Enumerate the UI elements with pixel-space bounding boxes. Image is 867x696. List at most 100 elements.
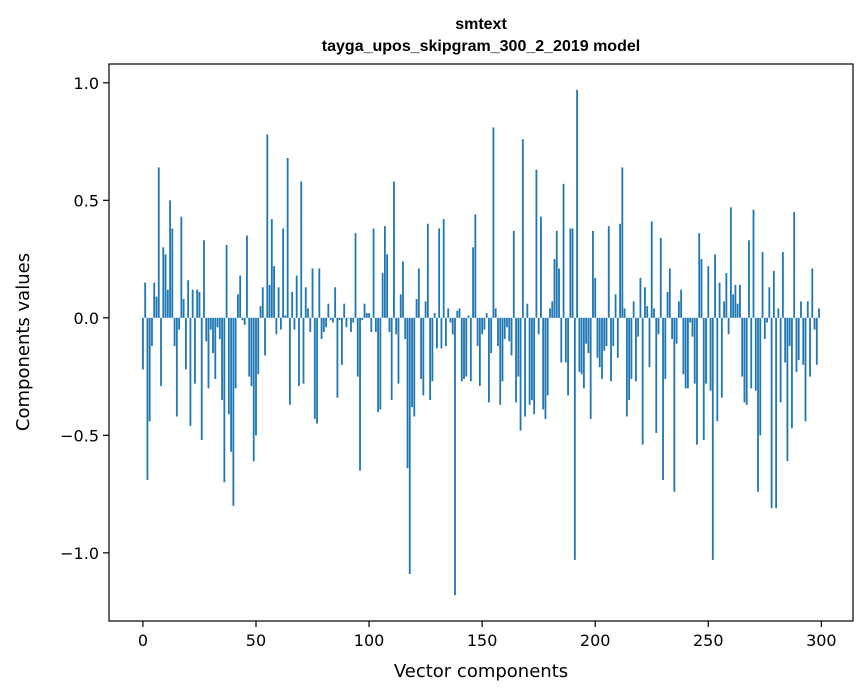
bar-196 xyxy=(585,317,588,344)
bar-69 xyxy=(298,317,300,386)
bar-284 xyxy=(784,317,787,363)
bar-131 xyxy=(438,228,441,318)
bar-175 xyxy=(537,317,540,335)
bar-140 xyxy=(458,308,461,318)
bar-29 xyxy=(207,317,210,389)
bar-164 xyxy=(512,230,515,318)
bar-5 xyxy=(153,282,156,318)
bar-161 xyxy=(506,317,508,328)
bar-189 xyxy=(569,228,572,318)
bar-285 xyxy=(786,317,789,462)
bar-36 xyxy=(223,317,226,483)
bar-100 xyxy=(368,313,370,318)
bar-265 xyxy=(741,317,744,377)
bar-198 xyxy=(589,317,592,419)
bar-181 xyxy=(551,301,554,318)
bar-0 xyxy=(142,317,144,370)
bar-298 xyxy=(815,317,818,365)
bar-277 xyxy=(768,287,771,318)
bar-197 xyxy=(587,317,590,354)
bar-43 xyxy=(239,275,242,318)
bar-129 xyxy=(433,313,436,318)
bar-221 xyxy=(641,317,644,445)
bar-12 xyxy=(169,200,171,318)
bar-66 xyxy=(291,291,294,318)
x-tick-label: 250 xyxy=(693,631,724,650)
bar-101 xyxy=(370,317,373,332)
bar-38 xyxy=(227,317,230,415)
bar-287 xyxy=(791,317,793,429)
bar-244 xyxy=(693,317,696,384)
bar-92 xyxy=(350,317,352,332)
bar-235 xyxy=(673,317,676,492)
bar-68 xyxy=(295,275,298,318)
bar-115 xyxy=(402,261,404,318)
bar-229 xyxy=(659,237,662,318)
bar-228 xyxy=(657,317,660,335)
bar-256 xyxy=(720,317,723,398)
bar-54 xyxy=(264,317,266,356)
bar-267 xyxy=(745,317,748,405)
bar-133 xyxy=(442,219,445,318)
bar-170 xyxy=(526,303,529,318)
bar-13 xyxy=(171,228,174,318)
bar-195 xyxy=(582,317,585,389)
chart-title-line-1: smtext xyxy=(455,16,507,33)
bar-90 xyxy=(345,317,348,328)
bar-138 xyxy=(454,317,456,596)
bar-20 xyxy=(187,280,190,318)
bar-227 xyxy=(655,317,658,433)
bar-253 xyxy=(714,254,716,318)
bar-55 xyxy=(266,134,269,318)
bar-23 xyxy=(194,317,196,384)
bar-112 xyxy=(395,317,398,335)
bar-40 xyxy=(232,317,235,506)
bar-232 xyxy=(666,291,669,318)
bar-237 xyxy=(677,301,680,318)
bar-214 xyxy=(625,317,628,417)
bar-186 xyxy=(562,183,565,318)
bar-2 xyxy=(146,317,149,480)
bar-201 xyxy=(596,317,599,358)
bar-194 xyxy=(580,317,583,375)
bar-27 xyxy=(203,240,205,318)
bar-76 xyxy=(313,317,316,419)
bar-96 xyxy=(359,317,361,471)
bar-257 xyxy=(723,301,726,318)
bar-37 xyxy=(225,244,228,318)
bar-171 xyxy=(528,317,531,405)
bar-260 xyxy=(729,207,732,318)
bar-154 xyxy=(490,317,493,354)
bar-141 xyxy=(460,317,463,382)
bar-139 xyxy=(456,310,459,318)
bar-143 xyxy=(465,317,468,377)
bar-245 xyxy=(696,317,698,445)
bar-114 xyxy=(399,294,402,318)
x-tick-label: 150 xyxy=(467,631,498,650)
bar-46 xyxy=(246,235,248,318)
bar-159 xyxy=(501,317,504,382)
bar-30 xyxy=(209,317,212,330)
bar-22 xyxy=(191,289,194,318)
bar-81 xyxy=(325,317,327,328)
bar-134 xyxy=(445,317,447,347)
bar-31 xyxy=(212,317,214,354)
bar-263 xyxy=(736,303,739,318)
bar-193 xyxy=(578,317,581,372)
bar-6 xyxy=(155,296,158,318)
bar-157 xyxy=(497,317,499,347)
bar-108 xyxy=(386,254,389,318)
bar-249 xyxy=(705,317,707,384)
bar-52 xyxy=(259,306,262,318)
bar-179 xyxy=(546,317,549,396)
bar-236 xyxy=(675,317,678,344)
bar-65 xyxy=(289,317,291,405)
bar-89 xyxy=(343,303,346,318)
bar-60 xyxy=(277,287,280,318)
bar-63 xyxy=(284,315,287,318)
bar-145 xyxy=(469,317,472,382)
bar-173 xyxy=(533,317,536,415)
bar-106 xyxy=(381,273,384,318)
bar-82 xyxy=(327,303,330,318)
